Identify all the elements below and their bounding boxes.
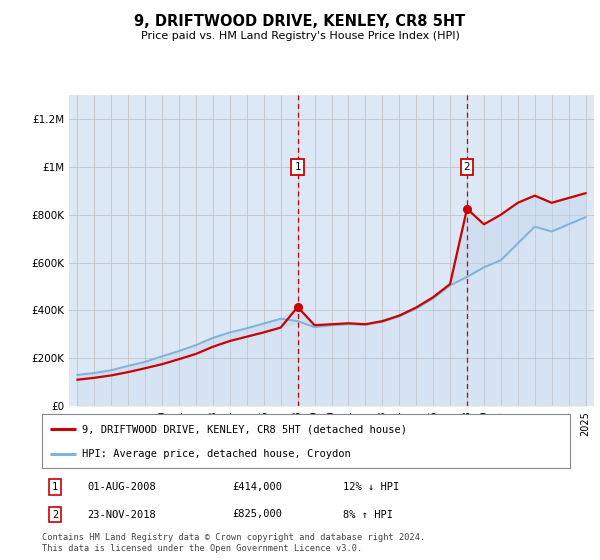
Text: Price paid vs. HM Land Registry's House Price Index (HPI): Price paid vs. HM Land Registry's House …: [140, 31, 460, 41]
Text: 2: 2: [52, 510, 58, 520]
Text: 8% ↑ HPI: 8% ↑ HPI: [343, 510, 393, 520]
Text: Contains HM Land Registry data © Crown copyright and database right 2024.
This d: Contains HM Land Registry data © Crown c…: [42, 533, 425, 553]
Text: 01-AUG-2008: 01-AUG-2008: [87, 482, 155, 492]
Text: 23-NOV-2018: 23-NOV-2018: [87, 510, 155, 520]
Text: 9, DRIFTWOOD DRIVE, KENLEY, CR8 5HT: 9, DRIFTWOOD DRIVE, KENLEY, CR8 5HT: [134, 14, 466, 29]
Text: 9, DRIFTWOOD DRIVE, KENLEY, CR8 5HT (detached house): 9, DRIFTWOOD DRIVE, KENLEY, CR8 5HT (det…: [82, 424, 407, 435]
Text: 2: 2: [464, 162, 470, 172]
Text: HPI: Average price, detached house, Croydon: HPI: Average price, detached house, Croy…: [82, 449, 350, 459]
Text: £825,000: £825,000: [232, 510, 282, 520]
Text: 1: 1: [295, 162, 301, 172]
Text: £414,000: £414,000: [232, 482, 282, 492]
Text: 12% ↓ HPI: 12% ↓ HPI: [343, 482, 399, 492]
Text: 1: 1: [52, 482, 58, 492]
